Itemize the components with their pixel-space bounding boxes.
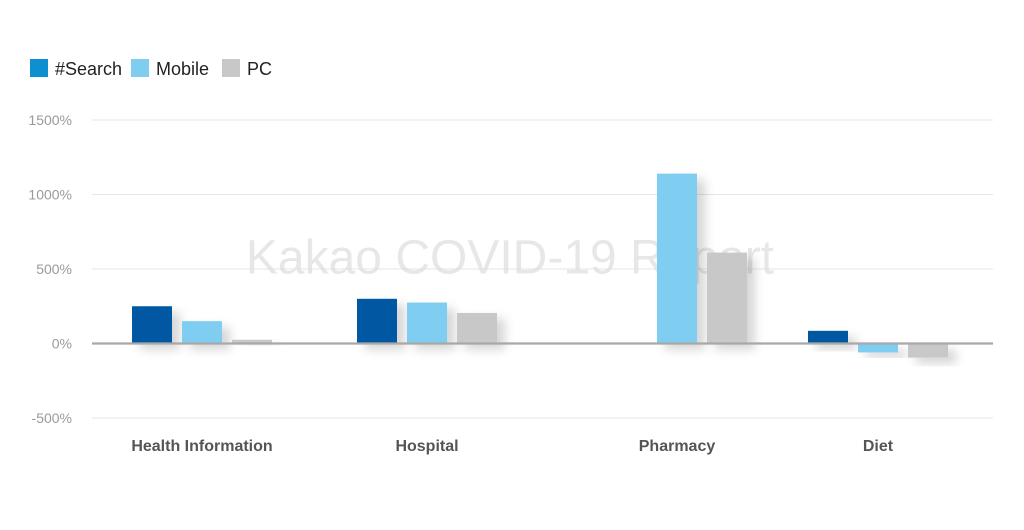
category-label-3: Diet — [863, 438, 894, 455]
bar-1-0 — [357, 298, 397, 344]
legend-label-1: Mobile — [156, 59, 209, 79]
legend-swatch-1 — [131, 59, 149, 77]
bars-group — [132, 173, 948, 358]
legend-label-2: PC — [247, 59, 272, 79]
bar-2-1 — [657, 173, 697, 344]
category-label-0: Health Information — [131, 438, 272, 455]
y-tick-label-4: -500% — [32, 410, 72, 426]
y-tick-label-3: 0% — [52, 336, 72, 352]
bar-1-2 — [457, 312, 497, 344]
category-label-2: Pharmacy — [639, 438, 716, 455]
legend-swatch-2 — [222, 59, 240, 77]
bar-0-1 — [182, 321, 222, 344]
bar-0-2 — [232, 339, 272, 344]
bar-0-0 — [132, 306, 172, 344]
bar-3-2 — [908, 343, 948, 358]
gridlines — [92, 119, 993, 419]
bar-2-2 — [707, 252, 747, 344]
y-tick-label-1: 1000% — [28, 187, 72, 203]
category-labels: Health Information Hospital Pharmacy Diet — [131, 438, 893, 455]
bar-3-0 — [808, 330, 848, 344]
y-tick-label-0: 1500% — [28, 112, 72, 128]
category-label-1: Hospital — [395, 438, 458, 455]
bar-1-1 — [407, 302, 447, 344]
y-axis-tick-labels: 1500% 1000% 500% 0% -500% — [28, 112, 72, 426]
y-tick-label-2: 500% — [36, 261, 72, 277]
legend-label-0: #Search — [55, 59, 122, 79]
bar-3-1 — [858, 343, 898, 353]
legend: #Search Mobile PC — [30, 59, 272, 79]
legend-swatch-0 — [30, 59, 48, 77]
